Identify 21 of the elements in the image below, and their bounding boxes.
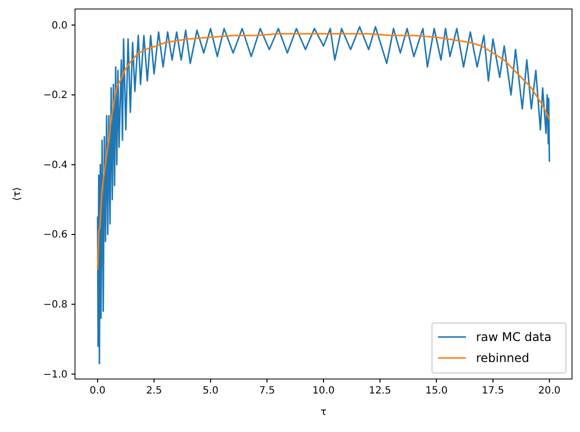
y-tick-label: −1.0 xyxy=(43,369,68,380)
x-tick-label: 10.0 xyxy=(312,386,335,397)
y-tick-label: −0.2 xyxy=(43,90,68,102)
x-tick-label: 0.0 xyxy=(90,386,106,397)
x-tick-label: 12.5 xyxy=(368,386,392,397)
x-tick-label: 17.5 xyxy=(482,386,504,397)
line-series xyxy=(96,33,550,270)
y-tick-label: −0.4 xyxy=(43,160,68,171)
y-tick-label: −0.6 xyxy=(43,230,68,241)
y-tick-label: 0.0 xyxy=(52,20,68,32)
x-tick-label: 7.5 xyxy=(259,386,275,397)
x-tick-label: 15.0 xyxy=(425,386,448,397)
x-tick-label: 20.0 xyxy=(538,386,561,397)
y-axis-title: ⟨τ⟩ xyxy=(12,186,23,201)
x-tick-label: 5.0 xyxy=(202,386,218,397)
x-axis-title: τ xyxy=(320,407,327,418)
y-tick-label: −0.8 xyxy=(43,300,68,310)
legend-label: raw MC data xyxy=(476,330,552,344)
legend-label: rebinned xyxy=(476,351,530,365)
line-series xyxy=(96,26,550,364)
x-tick-label: 2.5 xyxy=(146,386,162,397)
